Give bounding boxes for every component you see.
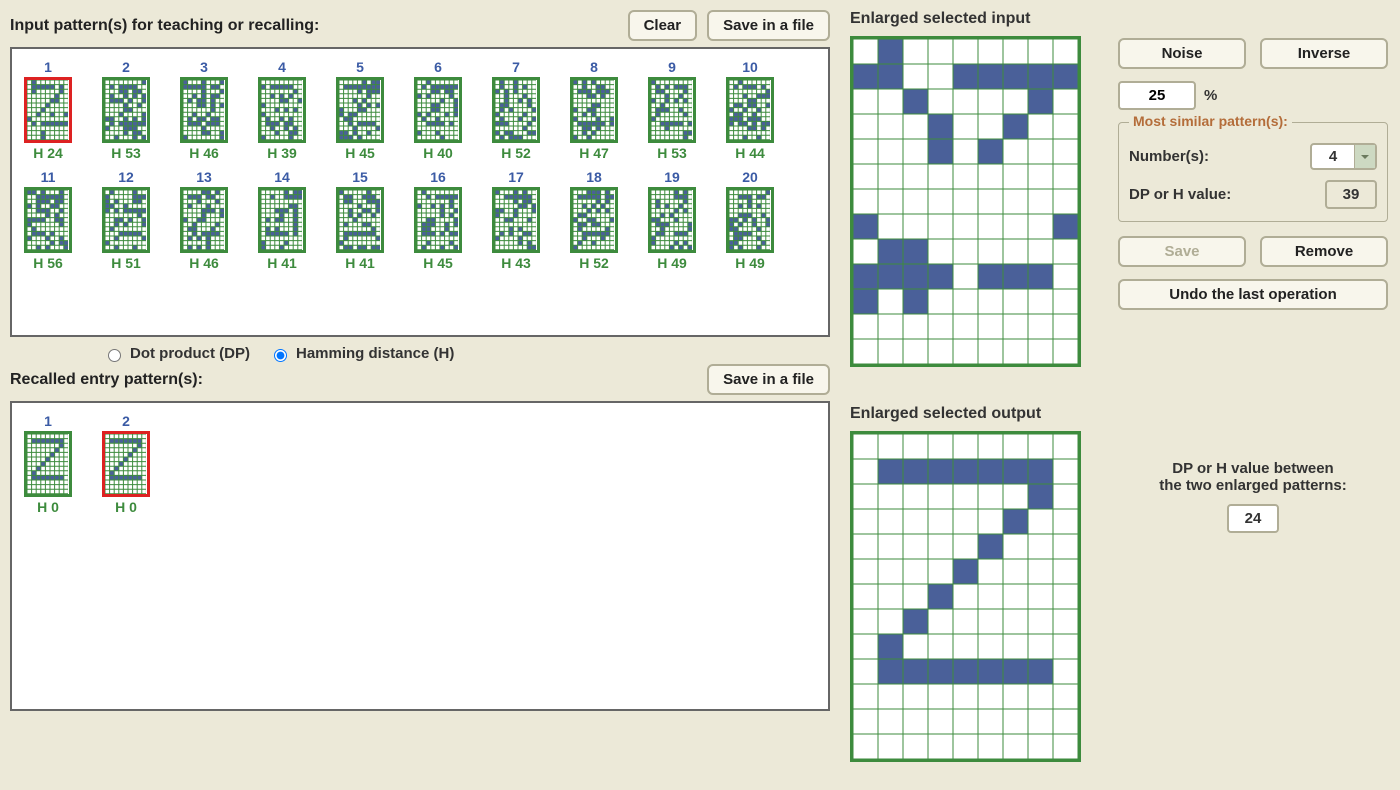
pattern-index: 11 xyxy=(41,169,56,185)
enlarged-output-grid[interactable] xyxy=(850,431,1081,762)
input-section-title: Input pattern(s) for teaching or recalli… xyxy=(10,17,319,35)
similar-legend: Most similar pattern(s): xyxy=(1129,113,1292,129)
input-pattern-thumb[interactable] xyxy=(336,187,384,253)
pattern-hvalue: H 52 xyxy=(501,145,531,161)
clear-button[interactable]: Clear xyxy=(628,10,698,41)
pattern-hvalue: H 41 xyxy=(267,255,297,271)
pattern-hvalue: H 53 xyxy=(657,145,687,161)
pattern-index: 8 xyxy=(590,59,598,75)
pattern-hvalue: H 24 xyxy=(33,145,63,161)
pattern-index: 10 xyxy=(742,59,758,75)
pattern-index: 3 xyxy=(200,59,208,75)
enlarged-input-grid[interactable] xyxy=(850,36,1081,367)
input-pattern-thumb[interactable] xyxy=(336,77,384,143)
input-pattern-thumb[interactable] xyxy=(258,77,306,143)
input-pattern-thumb[interactable] xyxy=(414,77,462,143)
pattern-index: 15 xyxy=(352,169,368,185)
pattern-hvalue: H 44 xyxy=(735,145,765,161)
chevron-down-icon[interactable] xyxy=(1354,145,1375,168)
pattern-hvalue: H 53 xyxy=(111,145,141,161)
pattern-index: 7 xyxy=(512,59,520,75)
input-pattern-thumb[interactable] xyxy=(570,77,618,143)
radio-dp-label: Dot product (DP) xyxy=(130,345,250,362)
pattern-hvalue: H 45 xyxy=(345,145,375,161)
pattern-index: 6 xyxy=(434,59,442,75)
pattern-hvalue: H 0 xyxy=(115,499,137,515)
comparison-value: 24 xyxy=(1227,504,1279,533)
recalled-patterns-panel: 1 H 0 2 H 0 xyxy=(10,401,830,711)
pattern-index: 2 xyxy=(122,59,130,75)
pattern-hvalue: H 39 xyxy=(267,145,297,161)
input-pattern-thumb[interactable] xyxy=(24,77,72,143)
noise-button[interactable]: Noise xyxy=(1118,38,1246,69)
pattern-hvalue: H 40 xyxy=(423,145,453,161)
comparison-label-1: DP or H value between xyxy=(1118,460,1388,477)
dph-value: 39 xyxy=(1325,180,1377,209)
pattern-hvalue: H 41 xyxy=(345,255,375,271)
save-input-button[interactable]: Save in a file xyxy=(707,10,830,41)
noise-unit-label: % xyxy=(1204,87,1217,104)
numbers-value: 4 xyxy=(1312,145,1354,168)
pattern-index: 13 xyxy=(196,169,212,185)
pattern-hvalue: H 45 xyxy=(423,255,453,271)
pattern-index: 12 xyxy=(118,169,134,185)
undo-button[interactable]: Undo the last operation xyxy=(1118,279,1388,310)
numbers-combo[interactable]: 4 xyxy=(1310,143,1377,170)
input-pattern-thumb[interactable] xyxy=(726,187,774,253)
input-pattern-thumb[interactable] xyxy=(102,187,150,253)
input-pattern-thumb[interactable] xyxy=(102,77,150,143)
pattern-hvalue: H 51 xyxy=(111,255,141,271)
radio-h-label: Hamming distance (H) xyxy=(296,345,454,362)
input-pattern-thumb[interactable] xyxy=(180,77,228,143)
inverse-button[interactable]: Inverse xyxy=(1260,38,1388,69)
pattern-hvalue: H 46 xyxy=(189,255,219,271)
pattern-index: 14 xyxy=(274,169,290,185)
input-pattern-thumb[interactable] xyxy=(648,187,696,253)
pattern-hvalue: H 56 xyxy=(33,255,63,271)
metric-radio-group: Dot product (DP) Hamming distance (H) xyxy=(90,345,830,362)
recalled-section-title: Recalled entry pattern(s): xyxy=(10,371,203,389)
input-pattern-thumb[interactable] xyxy=(570,187,618,253)
pattern-hvalue: H 49 xyxy=(657,255,687,271)
pattern-index: 4 xyxy=(278,59,286,75)
input-pattern-thumb[interactable] xyxy=(648,77,696,143)
enlarged-output-title: Enlarged selected output xyxy=(850,405,1100,423)
radio-dot-product[interactable] xyxy=(108,349,121,362)
pattern-index: 9 xyxy=(668,59,676,75)
radio-hamming[interactable] xyxy=(274,349,287,362)
input-pattern-thumb[interactable] xyxy=(258,187,306,253)
noise-percent-input[interactable] xyxy=(1118,81,1196,110)
pattern-hvalue: H 47 xyxy=(579,145,609,161)
pattern-index: 5 xyxy=(356,59,364,75)
recalled-pattern-thumb[interactable] xyxy=(102,431,150,497)
dph-label: DP or H value: xyxy=(1129,186,1231,203)
input-pattern-thumb[interactable] xyxy=(492,77,540,143)
numbers-label: Number(s): xyxy=(1129,148,1209,165)
input-pattern-thumb[interactable] xyxy=(24,187,72,253)
pattern-index: 20 xyxy=(742,169,758,185)
pattern-index: 16 xyxy=(430,169,446,185)
save-recalled-button[interactable]: Save in a file xyxy=(707,364,830,395)
pattern-index: 2 xyxy=(122,413,130,429)
pattern-hvalue: H 52 xyxy=(579,255,609,271)
pattern-index: 19 xyxy=(664,169,680,185)
pattern-index: 18 xyxy=(586,169,602,185)
input-pattern-thumb[interactable] xyxy=(726,77,774,143)
pattern-index: 1 xyxy=(44,59,52,75)
input-pattern-thumb[interactable] xyxy=(492,187,540,253)
comparison-label-2: the two enlarged patterns: xyxy=(1118,477,1388,494)
save-button: Save xyxy=(1118,236,1246,267)
remove-button[interactable]: Remove xyxy=(1260,236,1388,267)
input-pattern-thumb[interactable] xyxy=(414,187,462,253)
enlarged-input-title: Enlarged selected input xyxy=(850,10,1100,28)
recalled-pattern-thumb[interactable] xyxy=(24,431,72,497)
input-patterns-panel: 1 H 24 2 H 53 3 H 46 4 H 39 5 H 45 6 H 40 7 H 52 8 H 47… xyxy=(10,47,830,337)
pattern-hvalue: H 43 xyxy=(501,255,531,271)
pattern-hvalue: H 49 xyxy=(735,255,765,271)
pattern-index: 1 xyxy=(44,413,52,429)
pattern-index: 17 xyxy=(508,169,524,185)
input-pattern-thumb[interactable] xyxy=(180,187,228,253)
pattern-hvalue: H 0 xyxy=(37,499,59,515)
pattern-hvalue: H 46 xyxy=(189,145,219,161)
